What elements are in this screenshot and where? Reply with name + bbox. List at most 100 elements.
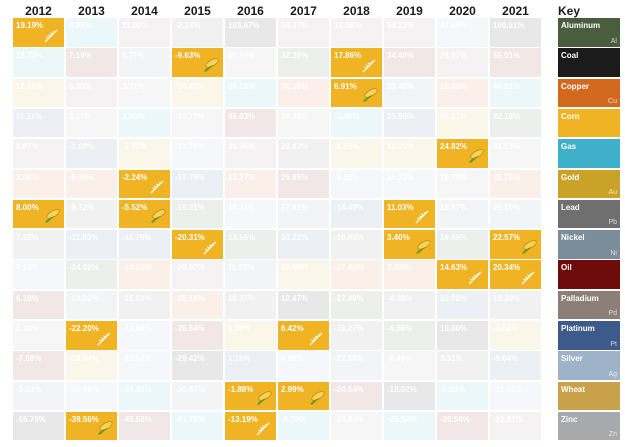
return-cell-2015-nickel: -30.47% (172, 381, 223, 411)
year-header-2015: 2015 (184, 4, 211, 18)
return-value: 27.91% (281, 202, 309, 212)
return-cell-2018-gold: -1.58% (331, 139, 382, 168)
return-value: -4.38% (387, 293, 413, 303)
return-cell-2012-nickel: -9.22% (13, 381, 64, 411)
return-value: -15.51% (122, 293, 152, 303)
key-item-wheat: Wheat (558, 381, 620, 411)
return-value: -7.89% (16, 354, 42, 364)
return-cell-2018-nickel: -22.18% (331, 351, 382, 380)
return-cell-2018-oil: -24.54% (331, 381, 382, 411)
return-value: 2.33% (16, 324, 39, 333)
return-value: 20.34% (493, 263, 521, 273)
return-value: 46.91% (493, 81, 521, 91)
return-value: -16.79% (16, 414, 46, 424)
return-cell-2020-corn: 24.82% (437, 139, 488, 168)
return-value: 8.35% (69, 21, 92, 30)
return-cell-2021-nickel: 25.10% (490, 199, 541, 229)
return-cell-2014-gas: 3.89% (119, 108, 170, 138)
return-cell-2017-zinc: 28.49% (278, 108, 329, 138)
return-value: 20.96% (228, 142, 256, 152)
return-value: -11.79% (122, 233, 152, 243)
key-item-gas: Gas (558, 139, 620, 168)
return-value: 55.01% (493, 51, 521, 61)
return-cell-2019-wheat: 11.03% (384, 199, 435, 229)
return-cell-2021-gold: -3.64% (490, 321, 541, 350)
return-cell-2018-corn: 6.91% (331, 78, 382, 108)
key-item-corn: Corn (558, 108, 620, 138)
return-value: -8.52% (334, 172, 360, 182)
return-value: 11.59% (228, 263, 255, 273)
key-item-label: Platinum (561, 324, 595, 333)
return-value: -17.43% (334, 263, 364, 273)
return-value: -1.88% (228, 384, 254, 394)
return-cell-2013-palladium: 5.30% (66, 78, 117, 108)
wheat-icon (415, 210, 429, 224)
key-item-gold: Gold Au (558, 169, 620, 198)
return-cell-2020-gas: -1.29% (437, 381, 488, 411)
return-value: 7.32% (16, 233, 39, 243)
return-value: -35.96% (69, 384, 99, 394)
return-value: 59.15% (228, 81, 256, 91)
return-cell-2018-copper: -17.43% (331, 260, 382, 289)
return-value: -26.54% (175, 324, 205, 333)
return-value: -24.84% (334, 414, 364, 424)
return-value: 10.80% (440, 324, 468, 333)
return-cell-2020-platinum: 10.92% (437, 290, 488, 320)
return-value: 160.61% (493, 21, 525, 30)
corn-icon (362, 86, 379, 103)
return-value: -20.54% (440, 414, 470, 424)
return-value: -22.21% (493, 414, 523, 424)
return-value: 18.57% (440, 202, 468, 212)
wheat-icon (150, 180, 164, 194)
return-value: 21.96% (387, 111, 415, 121)
return-value: 14.63% (440, 263, 468, 273)
return-value: -19.31% (175, 202, 205, 212)
return-value: -9.63% (175, 51, 201, 61)
corn-icon (150, 207, 167, 224)
return-cell-2012-copper: 3.00% (13, 169, 64, 198)
return-value: 5.87% (16, 142, 39, 152)
return-cell-2017-oil: 26.95% (278, 169, 329, 198)
return-cell-2012-gas: 15.73% (13, 48, 64, 77)
return-value: 15.32% (387, 172, 415, 182)
return-cell-2019-aluminum: -4.86% (384, 321, 435, 350)
return-value: 22.57% (493, 233, 521, 243)
return-cell-2021-corn: 22.57% (490, 230, 541, 259)
key-item-symbol: Pb (608, 219, 617, 227)
corn-icon (97, 419, 114, 436)
return-cell-2020-zinc: 19.73% (437, 169, 488, 198)
return-cell-2020-lead: 3.31% (437, 351, 488, 380)
return-cell-2019-copper: 3.38% (384, 260, 435, 289)
return-cell-2017-copper: 31.19% (278, 78, 329, 108)
return-value: -9.49% (387, 354, 413, 364)
return-cell-2020-palladium: 26.07% (437, 48, 488, 77)
return-cell-2016-copper: 17.27% (225, 169, 276, 198)
return-value: -9.22% (16, 384, 42, 394)
return-value: -5.52% (122, 202, 148, 212)
return-cell-2013-corn: -39.56% (66, 411, 117, 441)
return-cell-2018-aluminum: -17.48% (331, 290, 382, 320)
return-value: 25.73% (493, 172, 521, 182)
return-value: 47.89% (440, 21, 468, 30)
return-cell-2021-gas: 46.91% (490, 78, 541, 108)
return-value: -19.92% (122, 354, 152, 364)
key-item-label: Oil (561, 263, 572, 273)
return-value: 13.09% (281, 263, 309, 273)
return-cell-2017-wheat: 6.42% (278, 321, 329, 350)
return-value: 60.59% (228, 51, 256, 61)
return-cell-2016-corn: -1.88% (225, 381, 276, 411)
return-value: 5.30% (69, 81, 92, 91)
return-cell-2014-wheat: -2.24% (119, 169, 170, 198)
return-value: 25.86% (440, 81, 468, 91)
key-item-lead: Lead Pb (558, 199, 620, 229)
return-cell-2012-corn: 8.00% (13, 199, 64, 229)
return-cell-2020-copper: 25.86% (437, 78, 488, 108)
wheat-icon (362, 59, 376, 73)
return-value: -29.42% (175, 354, 205, 364)
return-cell-2014-copper: -14.03% (119, 260, 170, 289)
return-value: -41.75% (175, 414, 205, 424)
return-value: -25.16% (175, 293, 205, 303)
key-item-palladium: Palladium Pd (558, 290, 620, 320)
key-item-symbol: Zn (608, 431, 617, 439)
return-cell-2016-wheat: -13.19% (225, 411, 276, 441)
